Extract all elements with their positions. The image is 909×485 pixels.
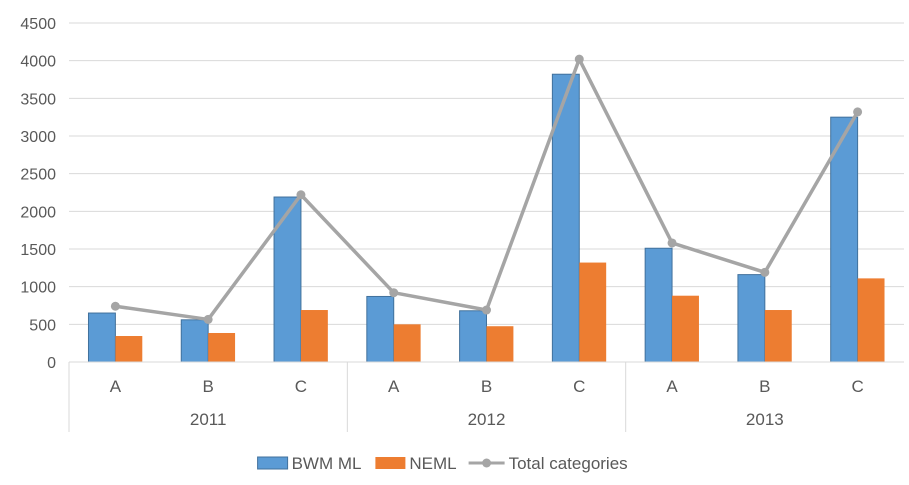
bar-neml — [857, 278, 885, 362]
bar-neml — [579, 262, 607, 362]
y-axis-ticks: 0 500 1000 1500 2000 2500 3000 3500 4000 4500 — [20, 16, 56, 372]
line-point — [667, 238, 677, 248]
y-tick-label: 500 — [29, 317, 56, 334]
x-category-label: A — [388, 377, 400, 396]
x-category-label: A — [110, 377, 122, 396]
y-tick-label: 4500 — [20, 16, 56, 33]
bar-bwm-ml — [87, 312, 116, 363]
x-category-label: C — [573, 377, 585, 396]
y-tick-label: 2500 — [20, 167, 56, 184]
x-group-label: 2011 — [190, 410, 227, 429]
bar-neml — [764, 310, 792, 362]
line-point — [296, 190, 306, 200]
legend-label: BWM ML — [292, 454, 362, 473]
line-point — [574, 54, 584, 64]
x-category-label: B — [759, 377, 770, 396]
bar-bwm-ml — [273, 196, 302, 363]
line-point — [853, 107, 863, 117]
x-category-label: B — [481, 377, 492, 396]
y-tick-label: 3000 — [20, 129, 56, 146]
legend: BWM ML NEML Total categories — [257, 454, 628, 473]
x-axis: A B C A B C A B C 2011 2012 2013 — [68, 361, 904, 432]
bar-bwm-ml — [180, 319, 209, 363]
x-category-label: C — [851, 377, 863, 396]
bar-bwm-ml — [737, 274, 766, 363]
line-point — [203, 314, 213, 324]
x-group-label: 2012 — [468, 410, 506, 429]
bars — [87, 73, 885, 363]
bar-neml — [393, 324, 421, 362]
y-tick-label: 1500 — [20, 242, 56, 259]
legend-label: NEML — [409, 454, 456, 473]
y-tick-label: 2000 — [20, 204, 56, 221]
y-tick-label: 4000 — [20, 54, 56, 71]
legend-line-marker — [482, 458, 492, 468]
total-line — [110, 54, 863, 324]
bar-neml — [208, 332, 236, 362]
y-tick-label: 3500 — [20, 91, 56, 108]
y-tick-label: 0 — [47, 355, 56, 372]
x-category-label: C — [295, 377, 307, 396]
legend-swatch-neml — [375, 457, 406, 469]
line-point — [110, 301, 120, 311]
bar-bwm-ml — [830, 116, 859, 363]
bar-neml — [300, 310, 328, 362]
x-group-label: 2013 — [746, 410, 784, 429]
y-tick-label: 1000 — [20, 280, 56, 297]
line-point — [482, 305, 491, 315]
line-point — [389, 288, 399, 298]
bar-bwm-ml — [366, 295, 395, 363]
bar-neml — [115, 336, 143, 362]
gridlines — [69, 22, 904, 325]
line-point — [760, 267, 770, 277]
legend-label: Total categories — [509, 454, 628, 473]
x-category-label: A — [666, 377, 678, 396]
bar-neml — [486, 326, 514, 362]
bar-bwm-ml — [459, 310, 488, 363]
bar-neml — [672, 295, 699, 362]
bar-bwm-ml — [644, 247, 673, 363]
x-category-label: B — [202, 377, 213, 396]
legend-swatch-bwm-ml — [257, 456, 289, 470]
